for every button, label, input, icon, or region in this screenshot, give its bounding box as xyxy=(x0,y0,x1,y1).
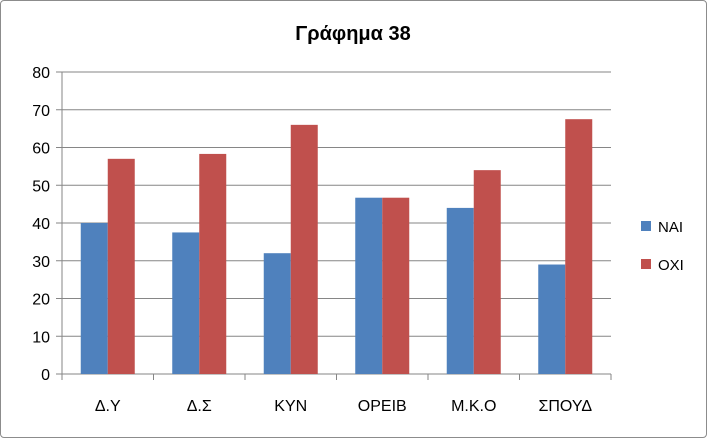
gridlines xyxy=(62,71,611,337)
bar-oxi-3 xyxy=(382,197,410,374)
bar-nai-0 xyxy=(80,223,108,374)
bar-oxi-1 xyxy=(199,153,227,374)
x-tick-label: Μ.Κ.Ο xyxy=(451,398,496,415)
bar-nai-3 xyxy=(355,197,383,374)
x-tick-label: ΣΠΟΥΔ xyxy=(538,398,592,415)
bar-oxi-4 xyxy=(473,170,501,374)
axes xyxy=(56,71,612,380)
bar-nai-1 xyxy=(172,232,200,374)
bar-nai-5 xyxy=(538,264,566,374)
x-tick-label: Δ.Υ xyxy=(95,398,121,415)
y-tick-label: 80 xyxy=(32,65,50,82)
bar-oxi-0 xyxy=(107,158,135,374)
legend-swatch-oxi xyxy=(641,259,651,269)
legend-label-oxi: ΟΧΙ xyxy=(658,257,684,274)
bar-nai-2 xyxy=(263,253,291,374)
bars xyxy=(80,119,593,374)
legend-swatch-nai xyxy=(641,221,651,231)
y-tick-label: 40 xyxy=(32,216,50,233)
y-tick-label: 30 xyxy=(32,254,50,271)
y-tick-label: 10 xyxy=(32,329,50,346)
x-tick-label: ΚΥΝ xyxy=(274,398,307,415)
y-tick-label: 0 xyxy=(41,367,50,384)
bar-oxi-2 xyxy=(290,124,318,374)
y-tick-label: 70 xyxy=(32,103,50,120)
x-tick-label: ΟΡΕΙΒ xyxy=(358,398,407,415)
x-tick-labels: Δ.Υ Δ.Σ ΚΥΝ ΟΡΕΙΒ Μ.Κ.Ο ΣΠΟΥΔ xyxy=(95,398,592,415)
y-tick-label: 20 xyxy=(32,292,50,309)
legend: ΝΑΙ ΟΧΙ xyxy=(641,219,684,274)
y-tick-labels: 0 10 20 30 40 50 60 70 80 xyxy=(32,65,50,384)
y-tick-label: 50 xyxy=(32,178,50,195)
bar-nai-4 xyxy=(446,207,474,374)
bar-oxi-5 xyxy=(565,119,593,374)
y-tick-label: 60 xyxy=(32,141,50,158)
chart-title: Γράφημα 38 xyxy=(295,23,411,45)
legend-label-nai: ΝΑΙ xyxy=(658,219,683,236)
x-tick-label: Δ.Σ xyxy=(187,398,212,415)
